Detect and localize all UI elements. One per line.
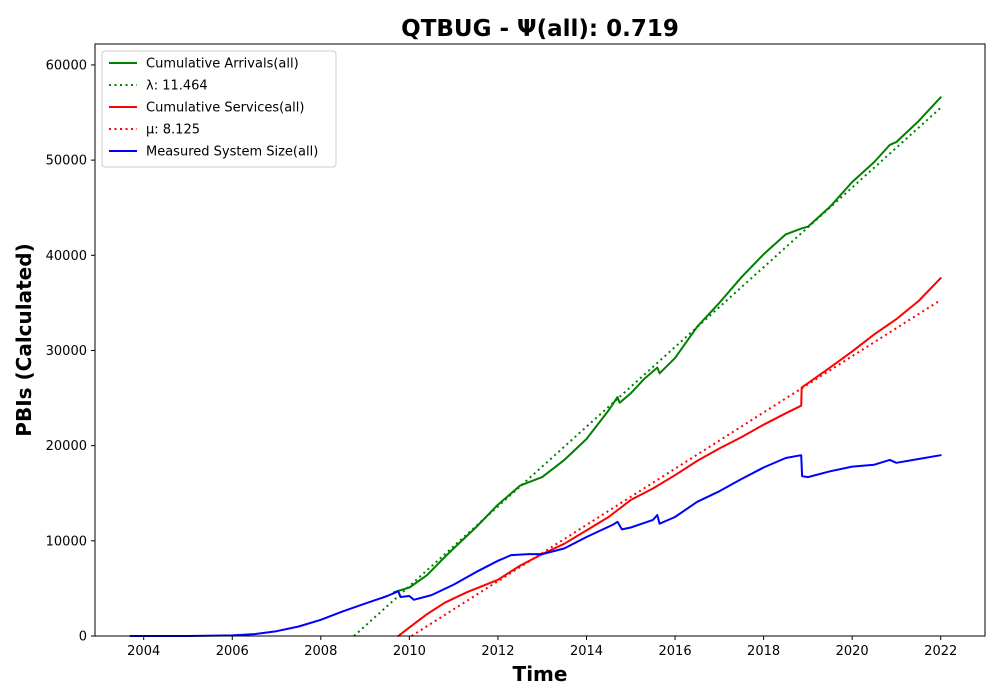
y-tick-label: 30000	[46, 344, 87, 359]
x-axis: 2004 2006 2008 2010 2012 2014 2016 2018 2020 2022	[127, 636, 957, 659]
x-tick-label: 2012	[481, 644, 514, 659]
y-axis-label: PBIs (Calculated)	[12, 243, 36, 436]
x-tick-label: 2016	[659, 644, 692, 659]
legend-label: Measured System Size(all)	[146, 145, 318, 160]
legend-box	[101, 50, 337, 168]
y-tick-label: 50000	[46, 154, 87, 169]
x-axis-label: Time	[513, 662, 568, 686]
x-tick-label: 2022	[924, 644, 957, 659]
x-tick-label: 2004	[127, 644, 160, 659]
x-tick-label: 2018	[747, 644, 780, 659]
series-line-1	[392, 96, 942, 594]
series-line-3	[397, 277, 942, 637]
legend-label: Cumulative Services(all)	[146, 101, 304, 116]
x-tick-label: 2008	[304, 644, 337, 659]
legend: Cumulative Arrivals(all) λ: 11.464 Cumulat…	[101, 50, 337, 168]
x-tick-label: 2010	[393, 644, 426, 659]
legend-label: λ: 11.464	[146, 79, 208, 94]
plot-frame	[94, 43, 986, 637]
chart-title: QTBUG - Ψ(all): 0.719	[401, 16, 679, 42]
legend-label: μ: 8.125	[146, 123, 200, 138]
y-tick-label: 40000	[46, 249, 87, 264]
x-tick-label: 2014	[570, 644, 603, 659]
series-line-4	[411, 299, 942, 637]
x-tick-label: 2020	[836, 644, 869, 659]
series-line-5	[129, 454, 942, 637]
y-tick-label: 20000	[46, 439, 87, 454]
y-tick-label: 0	[79, 630, 87, 645]
series-layer	[129, 96, 942, 637]
y-axis: 0 10000 20000 30000 40000 50000 60000	[46, 58, 95, 645]
y-tick-label: 10000	[46, 534, 87, 549]
y-tick-label: 60000	[46, 58, 87, 73]
series-line-2	[353, 107, 942, 637]
x-tick-label: 2006	[216, 644, 249, 659]
legend-label: Cumulative Arrivals(all)	[146, 57, 299, 72]
